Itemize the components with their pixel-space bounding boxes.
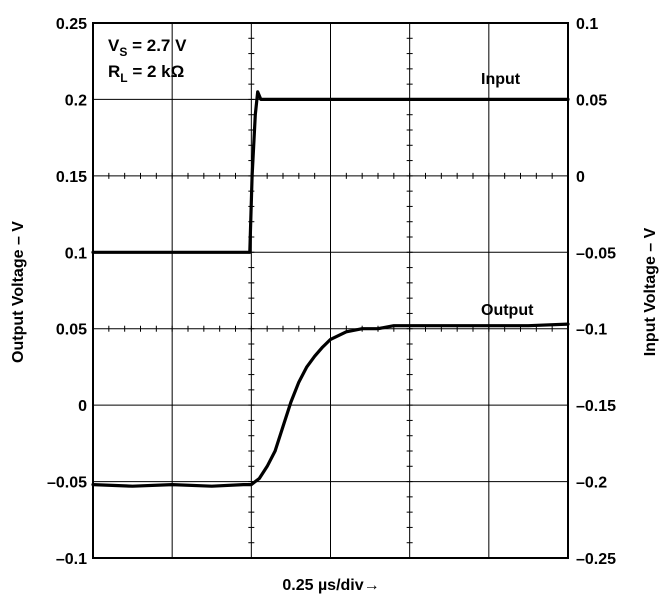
load-resistance-annotation: RL = 2 kΩ <box>108 62 184 85</box>
input-series-label: Input <box>481 71 521 88</box>
right-y-axis-title: Input Voltage – V <box>642 227 659 356</box>
right-y-tick-label: 0 <box>576 169 585 186</box>
right-y-tick-label: 0.1 <box>576 16 598 33</box>
right-y-tick-label: –0.25 <box>576 551 616 568</box>
grid <box>93 23 568 558</box>
left-y-tick-label: 0 <box>78 398 87 415</box>
left-y-tick-label: 0.1 <box>65 245 87 262</box>
plot-frame <box>92 22 569 559</box>
series-lines <box>91 90 570 488</box>
left-y-tick-label: 0.15 <box>56 169 87 186</box>
supply-voltage-annotation: VS = 2.7 V <box>108 36 187 59</box>
right-y-tick-label: –0.1 <box>576 322 607 339</box>
left-y-tick-label: 0.05 <box>56 322 87 339</box>
output-series-label: Output <box>481 302 534 319</box>
right-y-tick-label: –0.05 <box>576 245 616 262</box>
right-y-tick-label: –0.15 <box>576 398 616 415</box>
tick-labels: –0.1 –0.05 0 0.05 0.1 0.15 0.2 0.25 –0.25 –0.2 –0.… <box>47 16 616 568</box>
input-series-line <box>91 90 570 254</box>
output-series-line <box>91 322 570 488</box>
left-y-tick-label: 0.2 <box>65 92 87 109</box>
left-y-tick-label: 0.25 <box>56 16 87 33</box>
left-y-tick-label: –0.1 <box>56 551 87 568</box>
left-y-tick-label: –0.05 <box>47 475 87 492</box>
left-y-axis-title: Output Voltage – V <box>10 221 27 363</box>
right-y-tick-label: 0.05 <box>576 92 607 109</box>
right-y-tick-label: –0.2 <box>576 475 607 492</box>
x-axis-title: 0.25 µs/div→ <box>282 577 379 594</box>
